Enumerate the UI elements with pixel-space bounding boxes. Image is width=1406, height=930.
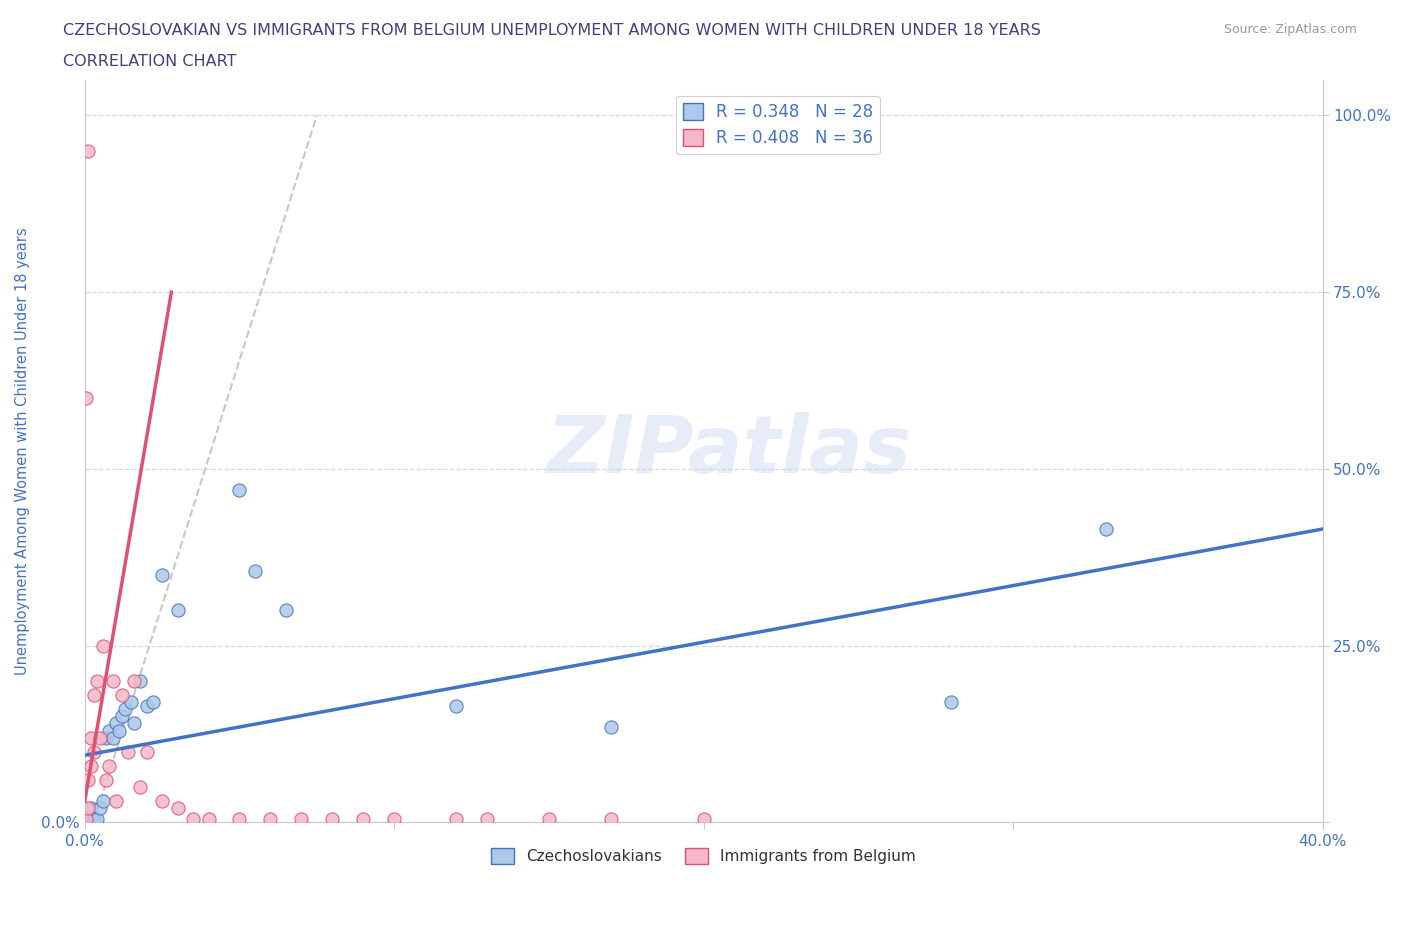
Point: [96, 773, 118, 788]
Point: [75, 391, 97, 405]
Point: [83, 812, 105, 827]
Point: [80, 801, 103, 816]
Text: CORRELATION CHART: CORRELATION CHART: [63, 54, 236, 69]
Point: [150, 567, 173, 582]
Point: [107, 724, 129, 738]
Point: [117, 744, 139, 759]
Point: [228, 483, 250, 498]
Point: [83, 744, 105, 759]
Point: [599, 812, 621, 827]
Point: [104, 794, 127, 809]
Point: [135, 744, 157, 759]
Point: [75, 812, 97, 827]
Point: [80, 809, 103, 824]
Point: [475, 812, 498, 827]
Point: [197, 812, 219, 827]
Point: [444, 698, 467, 713]
Point: [142, 695, 165, 710]
Point: [76, 773, 98, 788]
Point: [599, 720, 621, 735]
Point: [76, 801, 98, 816]
Point: [89, 801, 111, 816]
Point: [96, 730, 118, 745]
Point: [114, 702, 136, 717]
Point: [91, 794, 114, 809]
Y-axis label: Unemployment Among Women with Children Under 18 years: Unemployment Among Women with Children U…: [15, 228, 30, 675]
Point: [122, 716, 145, 731]
Point: [259, 812, 281, 827]
Text: CZECHOSLOVAKIAN VS IMMIGRANTS FROM BELGIUM UNEMPLOYMENT AMONG WOMEN WITH CHILDRE: CZECHOSLOVAKIAN VS IMMIGRANTS FROM BELGI…: [63, 23, 1042, 38]
Point: [537, 812, 560, 827]
Point: [122, 673, 145, 688]
Point: [941, 695, 963, 710]
Point: [243, 564, 266, 578]
Legend: Czechoslovakians, Immigrants from Belgium: Czechoslovakians, Immigrants from Belgiu…: [485, 843, 922, 870]
Point: [91, 638, 114, 653]
Point: [83, 687, 105, 702]
Point: [129, 673, 152, 688]
Point: [101, 673, 124, 688]
Point: [135, 698, 157, 713]
Point: [98, 759, 121, 774]
Point: [120, 695, 142, 710]
Point: [228, 812, 250, 827]
Point: [89, 730, 111, 745]
Point: [692, 812, 714, 827]
Point: [352, 812, 374, 827]
Point: [166, 603, 188, 618]
Point: [166, 801, 188, 816]
Point: [181, 812, 204, 827]
Point: [86, 673, 108, 688]
Point: [1095, 522, 1118, 537]
Point: [274, 603, 297, 618]
Point: [382, 812, 405, 827]
Point: [76, 143, 98, 158]
Point: [86, 812, 108, 827]
Point: [80, 730, 103, 745]
Point: [150, 794, 173, 809]
Text: Source: ZipAtlas.com: Source: ZipAtlas.com: [1223, 23, 1357, 36]
Point: [98, 724, 121, 738]
Point: [290, 812, 312, 827]
Point: [111, 709, 134, 724]
Text: ZIPatlas: ZIPatlas: [546, 412, 911, 490]
Point: [129, 779, 152, 794]
Point: [111, 687, 134, 702]
Point: [76, 812, 98, 827]
Point: [80, 759, 103, 774]
Point: [321, 812, 343, 827]
Point: [104, 716, 127, 731]
Point: [101, 730, 124, 745]
Point: [444, 812, 467, 827]
